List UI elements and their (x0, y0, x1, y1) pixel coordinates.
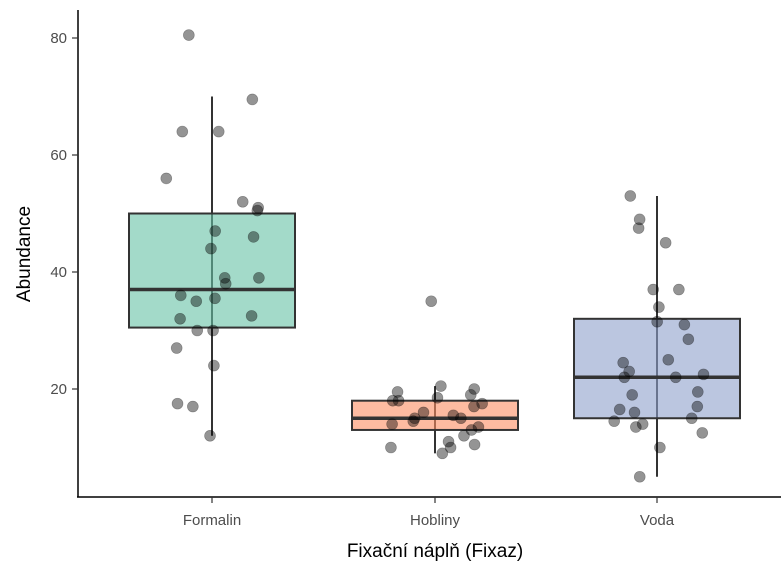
data-point (691, 400, 704, 413)
data-point (464, 389, 477, 401)
data-point (472, 421, 485, 433)
data-point (468, 383, 481, 395)
data-point (191, 324, 204, 337)
data-point (247, 231, 260, 243)
data-point (613, 403, 626, 416)
data-point (170, 342, 183, 354)
data-point (697, 368, 710, 381)
x-tick-label: Hobliny (410, 512, 461, 529)
data-point (207, 324, 219, 337)
box-group-formalin (128, 29, 296, 442)
data-point (251, 204, 264, 217)
box (351, 399, 519, 431)
data-point (252, 201, 264, 214)
data-point (209, 225, 221, 237)
data-point (431, 391, 444, 404)
data-point (653, 301, 665, 313)
box (128, 212, 296, 329)
y-tick-label: 60 (50, 147, 67, 164)
data-point (205, 242, 217, 255)
data-point (253, 272, 265, 284)
data-point (391, 386, 404, 398)
data-point (386, 394, 399, 407)
data-point (385, 441, 397, 454)
data-point (208, 359, 220, 372)
box (573, 317, 741, 420)
y-tick-label: 80 (50, 30, 67, 47)
y-tick-label: 40 (50, 264, 67, 281)
data-point (669, 371, 682, 384)
data-point (468, 400, 480, 413)
data-point (685, 412, 698, 425)
box-group-hobliny (351, 295, 519, 460)
y-tick-label: 20 (50, 381, 67, 398)
data-point (647, 283, 660, 296)
data-point (204, 429, 216, 442)
data-point (417, 406, 430, 419)
x-tick-label: Formalin (183, 512, 241, 529)
data-point (476, 397, 488, 410)
y-axis-title: Abundance (14, 206, 35, 302)
data-point (245, 310, 258, 322)
data-point (468, 438, 481, 451)
data-point (617, 356, 629, 369)
data-point (218, 272, 231, 284)
data-point (187, 400, 199, 413)
data-point (407, 415, 420, 427)
box-group-voda (573, 190, 741, 483)
data-point (435, 380, 447, 392)
data-point (678, 318, 691, 331)
data-point (174, 312, 186, 325)
data-point (190, 295, 203, 308)
data-point (633, 470, 646, 483)
x-tick-label: Voda (640, 512, 675, 529)
data-point (392, 394, 405, 407)
axes: 20 40 60 80 Formalin Hobliny Voda (50, 10, 781, 529)
data-point (618, 371, 631, 384)
data-point (691, 386, 704, 398)
data-point (236, 196, 249, 208)
data-point (682, 333, 695, 346)
data-point (630, 421, 642, 433)
data-point (174, 289, 187, 302)
data-point (408, 412, 421, 425)
x-axis-title: Fixační náplň (Fixaz) (347, 541, 523, 562)
data-point (183, 29, 195, 41)
data-point (176, 125, 189, 138)
data-point (425, 295, 438, 308)
data-point (628, 406, 641, 419)
data-point (654, 441, 666, 454)
data-point (209, 292, 221, 305)
data-point (436, 447, 449, 460)
data-point (626, 389, 638, 401)
data-point (171, 397, 184, 410)
plot-area (128, 29, 741, 483)
data-point (212, 125, 225, 138)
data-point (633, 213, 646, 226)
data-point (651, 315, 663, 328)
data-point (608, 415, 620, 427)
data-point (623, 365, 635, 378)
data-point (632, 222, 645, 234)
data-point (442, 435, 455, 448)
data-point (662, 353, 675, 366)
data-point (246, 93, 259, 106)
data-point (386, 418, 398, 430)
data-point (636, 418, 649, 430)
data-point (458, 429, 470, 442)
data-point (444, 441, 457, 454)
data-point (659, 236, 672, 249)
data-point (455, 412, 467, 425)
data-point (219, 277, 232, 290)
data-point (160, 172, 173, 185)
data-point (624, 190, 637, 202)
data-point (447, 409, 460, 422)
data-point (696, 427, 709, 439)
data-point (673, 283, 685, 296)
data-point (465, 424, 478, 436)
